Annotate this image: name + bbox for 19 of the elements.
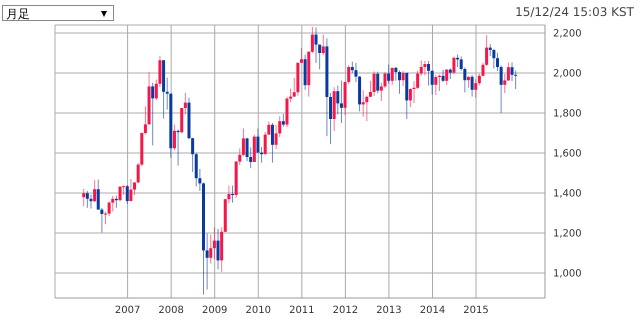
- y-tick-label: 1,800: [553, 108, 582, 120]
- x-tick-label: 2014: [420, 305, 446, 316]
- text: 15/12/24 15:03 KST: [515, 5, 634, 19]
- y-tick-label: 2,000: [553, 68, 582, 80]
- x-tick-label: 2008: [158, 305, 184, 316]
- x-tick-label: 2015: [463, 305, 489, 316]
- y-tick-label: 2,200: [553, 28, 582, 40]
- x-tick-label: 2009: [202, 305, 228, 316]
- x-tick-label: 2010: [246, 305, 271, 316]
- x-tick-label: 2012: [332, 305, 358, 316]
- y-tick-label: 1,400: [553, 188, 582, 200]
- y-tick-label: 1,000: [553, 268, 582, 280]
- x-tick-label: 2007: [114, 305, 140, 316]
- y-tick-label: 1,200: [553, 228, 582, 240]
- period-select: 月足: [2, 5, 114, 21]
- candlestick: [118, 186, 122, 202]
- x-tick-label: 2013: [376, 305, 402, 316]
- y-tick-label: 1,600: [553, 148, 582, 160]
- x-tick-label: 2011: [289, 305, 315, 316]
